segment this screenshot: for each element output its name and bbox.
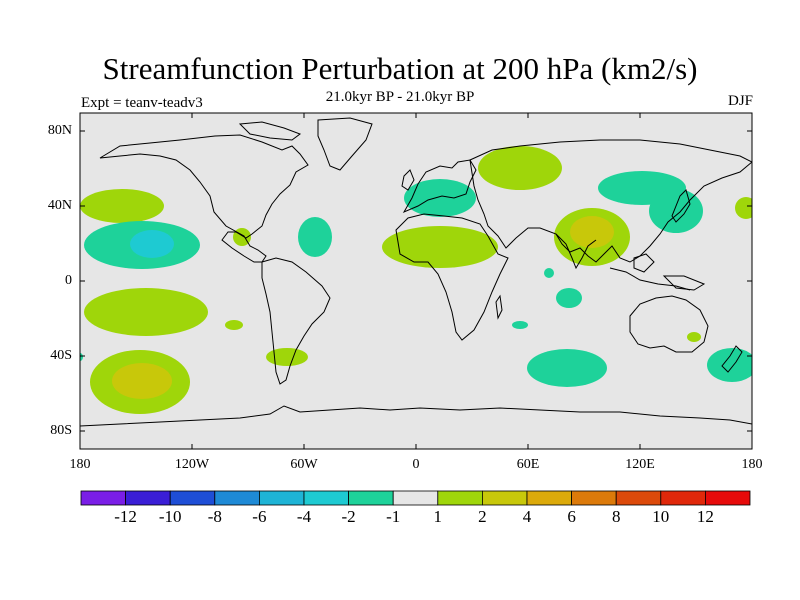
lat-label-eq: 0: [65, 273, 72, 288]
coast-borneo: [633, 253, 655, 273]
contour-io-neg-3: [512, 321, 528, 329]
contour-io-neg-2: [556, 288, 582, 308]
coast-asia: [469, 139, 752, 263]
colorbar-swatch: [481, 490, 528, 506]
colorbar-swatch: [80, 490, 126, 506]
contour-tibet-pos-core: [570, 216, 614, 248]
experiment-label: Expt = teanv-teadv3: [81, 95, 203, 111]
coast-new-zealand: [721, 345, 743, 373]
coast-uk: [401, 169, 415, 191]
lon-label-180w: 180: [69, 457, 91, 472]
lat-ticks: [80, 130, 752, 432]
colorbar-swatch: [125, 490, 171, 506]
colorbar-swatch: [571, 490, 617, 506]
contour-siberia-pos: [478, 146, 562, 190]
coastlines: [80, 117, 752, 427]
contour-n-pacific-pos: [80, 189, 164, 223]
coast-india: [555, 233, 597, 270]
coast-australia: [629, 295, 709, 353]
contour-atlantic-neg: [298, 217, 332, 257]
colorbar-label: 12: [696, 507, 714, 526]
contour-s-pacific-pos-small: [225, 320, 243, 330]
map-subtitle: 21.0kyr BP - 21.0kyr BP: [325, 89, 475, 105]
colorbar-label: -1: [386, 507, 401, 526]
colorbar-swatch: [705, 490, 751, 506]
colorbar-label: -10: [158, 507, 182, 526]
colorbar: [80, 490, 751, 506]
contour-nw-pacific-pos: [735, 197, 752, 219]
coast-greenland: [317, 117, 373, 171]
colorbar-label: -4: [296, 507, 312, 526]
colorbar-label: 8: [611, 507, 621, 526]
colorbar-swatch: [392, 490, 439, 506]
contour-nz-neg: [707, 348, 752, 382]
lon-label-60e: 60E: [516, 457, 540, 472]
contour-s-indian-neg: [527, 349, 607, 387]
colorbar-swatch: [303, 490, 349, 506]
colorbar-swatch: [214, 490, 260, 506]
lon-label-0: 0: [412, 457, 420, 472]
colorbar-label: 4: [522, 507, 532, 526]
contour-fills: [80, 146, 752, 414]
colorbar-swatch: [258, 490, 305, 506]
lat-label-40s: 40S: [50, 348, 72, 363]
colorbar-swatch: [437, 490, 483, 506]
coast-arctic-islands: [238, 121, 302, 141]
contour-c-pacific-neg-core: [130, 230, 174, 258]
lat-label-80s: 80S: [50, 423, 72, 438]
map-background: [80, 113, 752, 449]
colorbar-swatch: [615, 490, 662, 506]
contour-edge-neg: [80, 353, 83, 361]
colorbar-label: 1: [433, 507, 443, 526]
lat-label-80n: 80N: [47, 123, 72, 138]
contour-s-pacific-pos: [84, 288, 208, 336]
lon-label-60w: 60W: [290, 457, 318, 472]
colorbar-swatch: [660, 490, 706, 506]
coast-africa: [395, 213, 509, 341]
colorbar-label: -6: [252, 507, 267, 526]
contour-europe-neg: [404, 179, 476, 217]
coast-indonesia: [609, 267, 691, 291]
lon-label-120e: 120E: [625, 457, 655, 472]
contour-io-neg-1: [544, 268, 554, 278]
colorbar-label: -8: [207, 507, 222, 526]
colorbar-label: 2: [478, 507, 487, 526]
lon-ticks: [191, 113, 641, 449]
contour-australia-pos: [687, 332, 701, 342]
coast-japan: [671, 189, 691, 223]
coast-antarctica: [80, 405, 752, 427]
colorbar-swatch: [348, 490, 394, 506]
map-title: Streamfunction Perturbation at 200 hPa (…: [102, 51, 698, 86]
lat-label-40n: 40N: [47, 198, 72, 213]
colorbar-swatch: [526, 490, 572, 506]
colorbar-label: -2: [341, 507, 356, 526]
coast-south-america: [261, 257, 331, 385]
contour-s-america-pos: [266, 348, 308, 366]
contour-sw-pacific-pos-core: [112, 363, 172, 399]
coast-new-guinea: [662, 275, 706, 291]
coast-madagascar: [495, 294, 503, 320]
colorbar-swatch: [169, 490, 216, 506]
colorbar-label: 10: [652, 507, 670, 526]
lon-label-120w: 120W: [174, 457, 210, 472]
lon-label-180e: 180: [741, 457, 763, 472]
colorbar-label: 6: [567, 507, 576, 526]
season-label: DJF: [727, 93, 753, 109]
coast-north-america: [99, 134, 309, 263]
contour-africa-pos: [382, 226, 498, 268]
coast-europe: [402, 159, 477, 214]
colorbar-label: -12: [114, 507, 137, 526]
